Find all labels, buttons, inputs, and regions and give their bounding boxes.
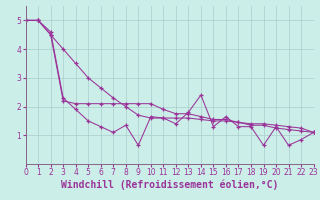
X-axis label: Windchill (Refroidissement éolien,°C): Windchill (Refroidissement éolien,°C): [61, 180, 278, 190]
